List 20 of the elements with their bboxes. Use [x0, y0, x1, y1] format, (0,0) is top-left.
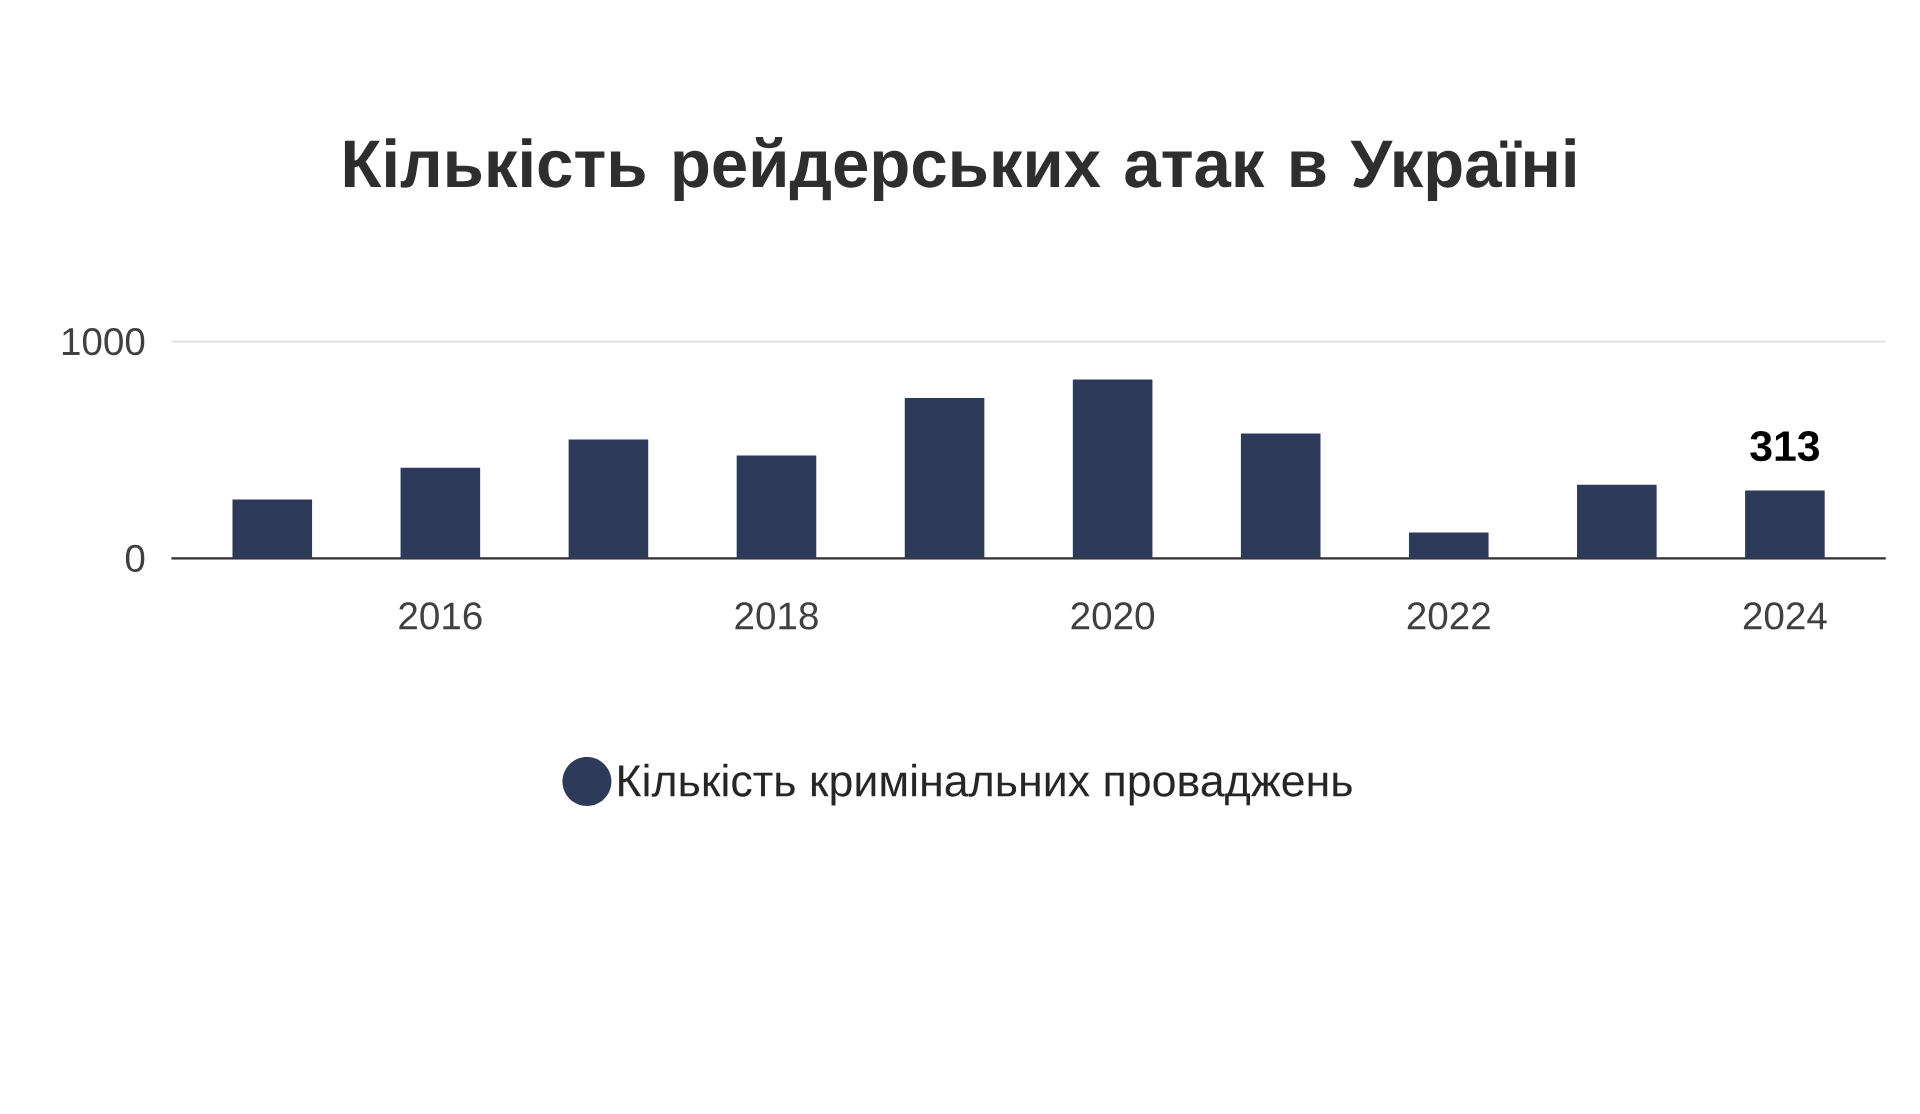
bar	[568, 439, 649, 559]
chart-title: Кількість рейдерських атак в Україні	[344, 136, 1575, 201]
data-label: 313	[1750, 430, 1819, 462]
y-tick-label: 1000	[62, 327, 145, 356]
bar	[736, 455, 817, 559]
x-tick-label: 2024	[1743, 602, 1827, 630]
bar	[1072, 379, 1153, 559]
bar	[1240, 433, 1321, 559]
bar	[1408, 532, 1489, 559]
y-tick-label: 0	[125, 544, 145, 572]
x-tick-label: 2020	[1071, 602, 1155, 630]
x-tick-label: 2022	[1407, 602, 1490, 630]
bar	[400, 467, 481, 559]
x-tick-label: 2016	[399, 602, 482, 630]
x-tick-label: 2018	[735, 602, 818, 630]
bar	[904, 397, 985, 559]
bar	[232, 499, 313, 559]
bar	[1745, 490, 1825, 559]
bar	[1577, 484, 1657, 559]
legend-label: Кількість кримінальних проваджень	[619, 763, 1352, 806]
